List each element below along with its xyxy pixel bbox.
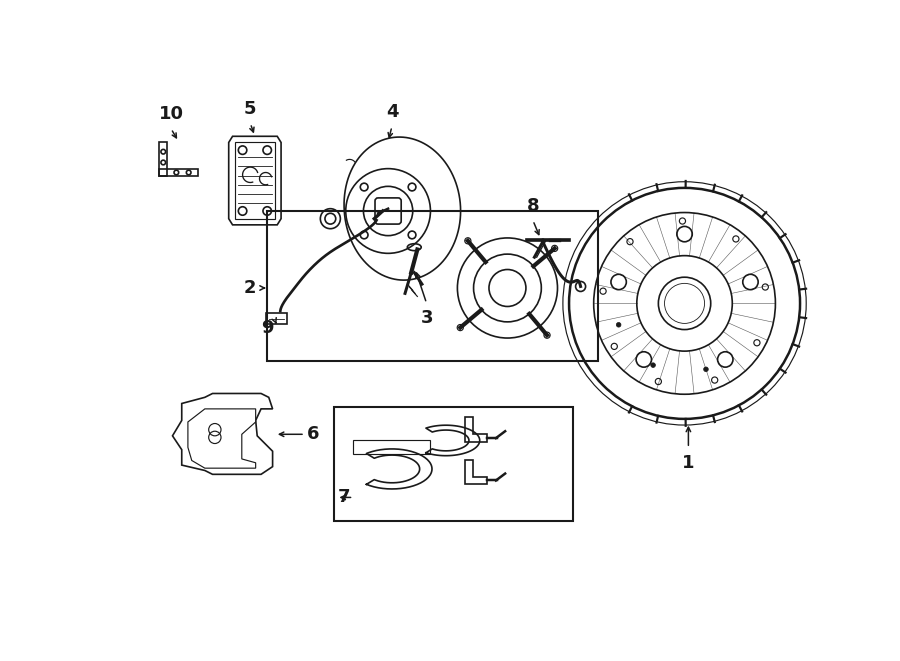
- Circle shape: [664, 284, 705, 323]
- Text: 9: 9: [261, 319, 274, 337]
- Circle shape: [754, 340, 760, 346]
- Bar: [267, 211, 598, 361]
- Bar: [334, 407, 573, 520]
- Text: 3: 3: [420, 309, 433, 327]
- Text: 5: 5: [244, 100, 256, 118]
- Circle shape: [762, 284, 769, 290]
- Circle shape: [733, 236, 739, 242]
- Bar: [266, 313, 287, 324]
- Circle shape: [680, 218, 686, 224]
- Bar: [159, 141, 167, 176]
- Text: 7: 7: [338, 488, 350, 506]
- Text: 4: 4: [386, 103, 398, 121]
- Circle shape: [704, 367, 708, 371]
- Text: 6: 6: [307, 425, 320, 444]
- Circle shape: [325, 214, 336, 224]
- FancyBboxPatch shape: [375, 198, 401, 224]
- Bar: [235, 143, 274, 219]
- Circle shape: [616, 323, 621, 327]
- Circle shape: [651, 363, 655, 368]
- Circle shape: [600, 288, 607, 294]
- Circle shape: [712, 377, 718, 383]
- Bar: [159, 169, 198, 176]
- Circle shape: [655, 379, 661, 385]
- Text: 8: 8: [526, 197, 539, 215]
- Bar: [354, 440, 430, 453]
- Text: 1: 1: [682, 453, 695, 471]
- Polygon shape: [188, 409, 256, 468]
- Circle shape: [627, 239, 633, 245]
- Text: 10: 10: [158, 105, 184, 123]
- Text: 2: 2: [244, 279, 256, 297]
- Circle shape: [611, 343, 617, 350]
